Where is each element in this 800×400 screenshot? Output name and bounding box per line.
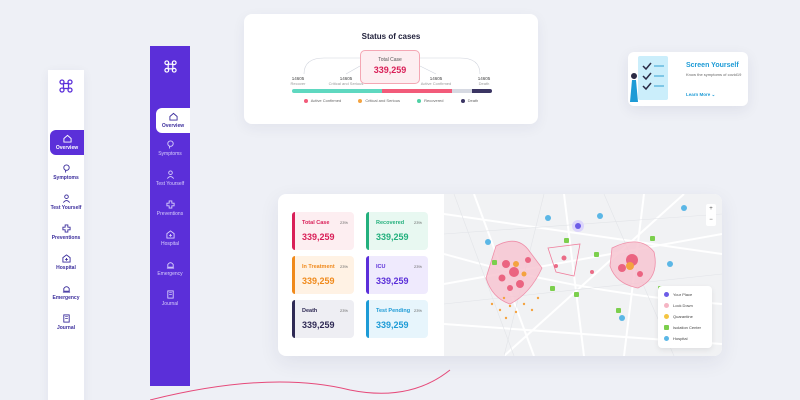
map-legend-item: Your Place <box>658 289 712 300</box>
logo-icon <box>164 60 177 73</box>
chevron-down-icon: ⌄ <box>711 92 716 97</box>
status-node-critical: 14605 Critical and Serious <box>328 76 364 86</box>
total-case-label: Total Case <box>378 57 402 63</box>
sidebar-item-label: Journal <box>56 325 76 331</box>
isolation-center-icon <box>664 325 669 331</box>
sidebar-item-emergency[interactable]: Emergency <box>150 260 190 277</box>
person-icon <box>166 170 174 179</box>
map-legend-item: Hospital <box>658 333 712 344</box>
head-icon <box>62 164 70 173</box>
map-legend-item: Quarantine <box>658 311 712 322</box>
total-case-box: Total Case 339,259 <box>360 50 420 84</box>
sidebar-item-label: Overview <box>161 123 185 129</box>
sidebar-item-label: Emergency <box>52 295 80 301</box>
status-node-death: 14605 Death <box>477 76 491 86</box>
sidebar-item-label: Preventions <box>51 235 81 241</box>
sidebar-item-label: Symptoms <box>158 151 182 157</box>
map-zoom-control: + − <box>706 204 716 226</box>
status-title: Status of cases <box>361 32 421 41</box>
bar-segment-recovered <box>292 89 382 93</box>
status-node-recover: 14605 Recover <box>290 76 306 86</box>
stat-card-in-treatment[interactable]: In Treatment 23% 339,259 <box>292 256 354 294</box>
map-legend-item: Lock Down <box>658 300 712 311</box>
screen-yourself-title: Screen Yourself <box>686 62 739 69</box>
home-icon <box>168 112 178 121</box>
siren-icon <box>166 262 174 269</box>
stat-card-recovered[interactable]: Recovered 23% 339,259 <box>366 212 428 250</box>
sidebar-item-symptoms[interactable]: Symptoms <box>150 140 190 157</box>
hospital-icon <box>664 336 669 342</box>
learn-more-link[interactable]: Learn More ⌄ <box>686 92 716 97</box>
sidebar-item-overview[interactable]: Overview <box>156 108 190 133</box>
legend-item: Death <box>460 98 478 103</box>
bar-segment-death <box>472 89 492 93</box>
logo-icon <box>59 79 73 93</box>
sidebar-item-hospital[interactable]: Hospital <box>150 230 190 247</box>
legend-item: Active Confirmed <box>303 98 341 103</box>
sidebar-item-preventions[interactable]: Preventions <box>150 200 190 217</box>
map-legend: Your Place Lock Down Quarantine Isolatio… <box>658 286 712 348</box>
screen-yourself-card[interactable]: Screen Yourself Know the symptoms of cov… <box>628 52 748 106</box>
book-icon <box>166 290 174 299</box>
zoom-out-button[interactable]: − <box>709 217 713 223</box>
sidebar-item-test-yourself[interactable]: Test Yourself <box>48 194 84 211</box>
stat-card-total-case[interactable]: Total Case 23% 339,259 <box>292 212 354 250</box>
cross-icon <box>61 224 71 233</box>
total-case-value: 339,259 <box>373 65 407 75</box>
sidebar-item-label: Journal <box>161 301 179 307</box>
sidebar-item-preventions[interactable]: Preventions <box>48 224 84 241</box>
sidebar-item-hospital[interactable]: Hospital <box>48 254 84 271</box>
sidebar-item-label: Symptoms <box>53 175 79 181</box>
bar-segment-gap <box>452 89 472 93</box>
sidebar-item-label: Hospital <box>56 265 76 271</box>
status-progress-bar <box>292 89 492 93</box>
hospital-icon <box>165 230 175 239</box>
home-icon <box>62 134 72 143</box>
sidebar-white: Overview Symptoms Test Yourself Preventi… <box>48 70 84 400</box>
status-node-active: 14605 Active Confirmed <box>420 76 452 86</box>
sidebar-item-symptoms[interactable]: Symptoms <box>48 164 84 181</box>
sidebar-item-label: Hospital <box>160 241 180 247</box>
sidebar-item-journal[interactable]: Journal <box>150 290 190 307</box>
siren-icon <box>62 286 70 293</box>
hospital-icon <box>61 254 71 263</box>
sidebar-item-test-yourself[interactable]: Test Yourself <box>150 170 190 187</box>
cross-icon <box>165 200 175 209</box>
sidebar-purple: Overview Symptoms Test Yourself Preventi… <box>150 46 190 386</box>
head-icon <box>166 140 174 149</box>
dashboard-card: Total Case 23% 339,259 Recovered 23% 339… <box>278 194 722 356</box>
map-legend-item: Isolation Center <box>658 322 712 333</box>
screen-yourself-text: Know the symptoms of covid19 <box>686 72 742 77</box>
sidebar-item-label: Overview <box>55 145 79 151</box>
status-card: Status of cases Total Case 339,259 14605… <box>244 14 538 124</box>
sidebar-item-label: Test Yourself <box>50 205 82 211</box>
legend-item: Critical and Serious <box>358 98 400 103</box>
lockdown-icon <box>664 303 669 309</box>
book-icon <box>62 314 70 323</box>
sidebar-item-journal[interactable]: Journal <box>48 314 84 331</box>
checklist-illustration-icon <box>630 56 668 102</box>
stat-card-death[interactable]: Death 23% 339,259 <box>292 300 354 338</box>
sidebar-item-label: Emergency <box>157 271 183 277</box>
sidebar-item-label: Test Yourself <box>155 181 185 187</box>
legend-item: Recovered <box>417 98 443 103</box>
location-pin-icon <box>664 292 669 298</box>
stat-card-icu[interactable]: ICU 23% 339,259 <box>366 256 428 294</box>
sidebar-item-overview[interactable]: Overview <box>50 130 84 155</box>
stat-card-test-pending[interactable]: Test Pending 23% 339,259 <box>366 300 428 338</box>
status-legend: Active Confirmed Critical and Serious Re… <box>244 98 538 103</box>
bar-segment-active <box>382 89 452 93</box>
decorative-curve <box>150 369 451 400</box>
person-icon <box>62 194 70 203</box>
sidebar-item-emergency[interactable]: Emergency <box>48 284 84 301</box>
quarantine-icon <box>664 314 669 320</box>
status-connectors <box>303 57 481 75</box>
sidebar-item-label: Preventions <box>156 211 184 217</box>
zoom-in-button[interactable]: + <box>709 206 713 212</box>
